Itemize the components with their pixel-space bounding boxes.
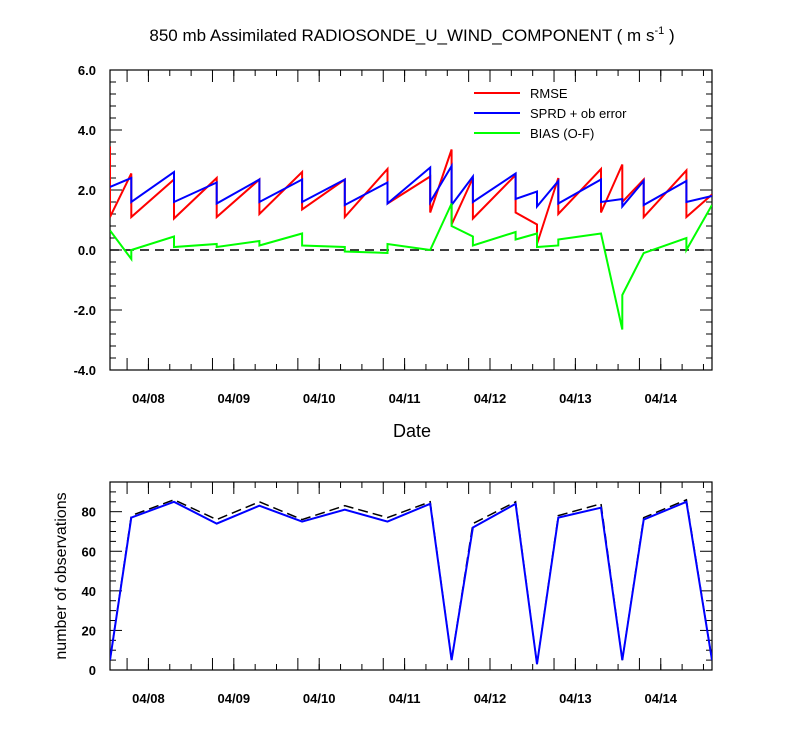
bottom-x-tick-label: 04/14 bbox=[644, 691, 677, 706]
chart-title: 850 mb Assimilated RADIOSONDE_U_WIND_COM… bbox=[149, 25, 674, 45]
top-y-tick-label: 2.0 bbox=[78, 183, 96, 198]
top-x-tick-label: 04/08 bbox=[132, 391, 165, 406]
bottom-y-tick-label: 20 bbox=[82, 623, 96, 638]
bottom-series-dashed-0 bbox=[110, 498, 712, 665]
chart-title-suffix: ) bbox=[664, 26, 674, 45]
bottom-y-tick-label: 60 bbox=[82, 544, 96, 559]
x-axis-title: Date bbox=[393, 421, 431, 441]
top-y-tick-label: 0.0 bbox=[78, 243, 96, 258]
bottom-series-solid-1 bbox=[110, 500, 712, 665]
top-x-tick-label: 04/11 bbox=[389, 391, 421, 406]
top-y-tick-label: 6.0 bbox=[78, 63, 96, 78]
bottom-x-tick-label: 04/10 bbox=[303, 691, 336, 706]
chart-title-main: 850 mb Assimilated RADIOSONDE_U_WIND_COM… bbox=[149, 26, 654, 45]
top-y-tick-label: -2.0 bbox=[74, 303, 96, 318]
y-axis-title-observations: number of observations bbox=[53, 492, 70, 659]
top-x-tick-label: 04/10 bbox=[303, 391, 336, 406]
top-plot-frame bbox=[109, 69, 713, 371]
bottom-y-tick-label: 0 bbox=[89, 663, 96, 678]
bottom-y-tick-label: 40 bbox=[82, 584, 96, 599]
top-x-tick-label: 04/12 bbox=[474, 391, 507, 406]
bottom-x-tick-label: 04/13 bbox=[559, 691, 592, 706]
legend-label-bias-o-f: BIAS (O-F) bbox=[530, 126, 594, 141]
top-y-tick-label: -4.0 bbox=[74, 363, 96, 378]
bottom-plot-frame bbox=[109, 481, 713, 671]
top-series-rmse bbox=[110, 146, 712, 245]
top-chart-panel: -4.0 -2.0 0.0 2.0 4.0 6.0 04/08 04/09 04/10 04/11… bbox=[74, 63, 713, 406]
top-x-tick-label: 04/13 bbox=[559, 391, 592, 406]
bottom-chart-panel: 0 20 40 60 80 04/08 04/09 04/10 04/11 04/12 04/13 0… bbox=[82, 481, 713, 706]
legend-label-rmse: RMSE bbox=[530, 86, 568, 101]
top-y-tick-label: 4.0 bbox=[78, 123, 96, 138]
bottom-x-tick-label: 04/08 bbox=[132, 691, 165, 706]
top-series-sprd-ob-error bbox=[110, 162, 712, 210]
top-x-tick-label: 04/09 bbox=[218, 391, 251, 406]
top-x-tick-label: 04/14 bbox=[644, 391, 677, 406]
bottom-x-tick-label: 04/09 bbox=[218, 691, 251, 706]
top-series-bias-o-f bbox=[110, 203, 712, 330]
bottom-x-tick-label: 04/12 bbox=[474, 691, 507, 706]
legend-label-sprd-ob-error: SPRD + ob error bbox=[530, 106, 627, 121]
bottom-y-tick-label: 80 bbox=[82, 505, 96, 520]
chart-title-superscript: -1 bbox=[654, 25, 664, 37]
bottom-x-tick-label: 04/11 bbox=[389, 691, 421, 706]
